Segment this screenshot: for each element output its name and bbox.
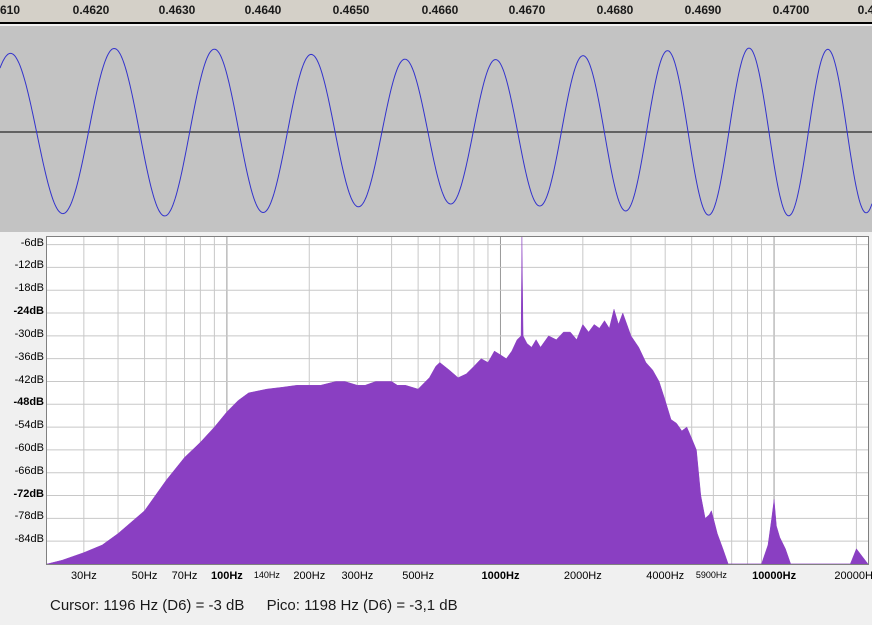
time-ruler-label: 0.4	[857, 3, 872, 17]
y-tick-label: -30dB	[14, 327, 44, 340]
time-ruler-label: 0.4700	[772, 3, 810, 17]
x-tick-label: 20000Hz	[834, 570, 872, 582]
y-tick-label: -84dB	[14, 533, 44, 546]
spectrum-svg	[46, 236, 869, 565]
x-tick-label: 200Hz	[293, 570, 326, 582]
time-ruler-label: 0.4650	[332, 3, 370, 17]
y-tick-label: -72dB	[13, 487, 44, 500]
x-tick-label: 4000Hz	[646, 570, 685, 582]
x-tick-label: 30Hz	[71, 570, 97, 582]
x-tick-label: 2000Hz	[563, 570, 602, 582]
x-tick-label: 500Hz	[402, 570, 434, 582]
cursor-readout: Cursor: 1196 Hz (D6) = -3 dB	[50, 597, 245, 614]
x-tick-label: 140Hz	[253, 570, 280, 580]
time-ruler-label: 0.4690	[684, 3, 722, 17]
waveform-track[interactable]	[0, 26, 872, 232]
y-tick-label: -24dB	[13, 305, 44, 317]
ruler-divider	[0, 22, 872, 24]
time-ruler-label: 610	[0, 3, 21, 17]
time-ruler-label: 0.4630	[158, 3, 196, 17]
time-ruler-label: 0.4640	[244, 3, 282, 17]
y-tick-label: -42dB	[14, 373, 44, 386]
spectrum-panel: -6dB -12dB -18dB -24dB -30dB -36dB -42dB -48dB -…	[0, 232, 872, 595]
x-tick-label: 5900Hz	[695, 570, 727, 580]
spectrum-area	[46, 236, 869, 565]
y-tick-label: -66dB	[14, 464, 44, 477]
y-tick-label: -18dB	[14, 282, 44, 295]
waveform-plot	[0, 47, 872, 217]
time-ruler-label: 0.4680	[596, 3, 634, 17]
y-tick-label: -6dB	[20, 236, 44, 249]
x-tick-label: 10000Hz	[752, 570, 797, 582]
x-tick-label: 300Hz	[341, 570, 374, 582]
spectrum-plot[interactable]	[46, 236, 869, 565]
y-tick-label: -54dB	[14, 419, 44, 432]
peak-readout: Pico: 1198 Hz (D6) = -3,1 dB	[266, 597, 458, 614]
x-tick-label: 1000Hz	[481, 570, 520, 582]
time-ruler-label: 0.4620	[72, 3, 110, 17]
y-tick-label: -78dB	[14, 510, 44, 523]
status-bar: Cursor: 1196 Hz (D6) = -3 dB Pico: 1198 …	[50, 597, 476, 614]
y-tick-label: -36dB	[14, 350, 44, 363]
y-tick-label: -60dB	[14, 441, 44, 454]
x-tick-label: 50Hz	[131, 570, 158, 582]
time-ruler-label: 0.4660	[421, 3, 459, 17]
y-tick-label: -12dB	[14, 259, 44, 272]
x-tick-label: 70Hz	[171, 570, 198, 582]
waveform-line	[0, 47, 872, 217]
time-ruler[interactable]: 610 0.4620 0.4630 0.4640 0.4650 0.4660 0…	[0, 0, 872, 22]
time-ruler-label: 0.4670	[508, 3, 546, 17]
x-tick-label: 100Hz	[210, 570, 243, 582]
y-tick-label: -48dB	[13, 396, 44, 409]
